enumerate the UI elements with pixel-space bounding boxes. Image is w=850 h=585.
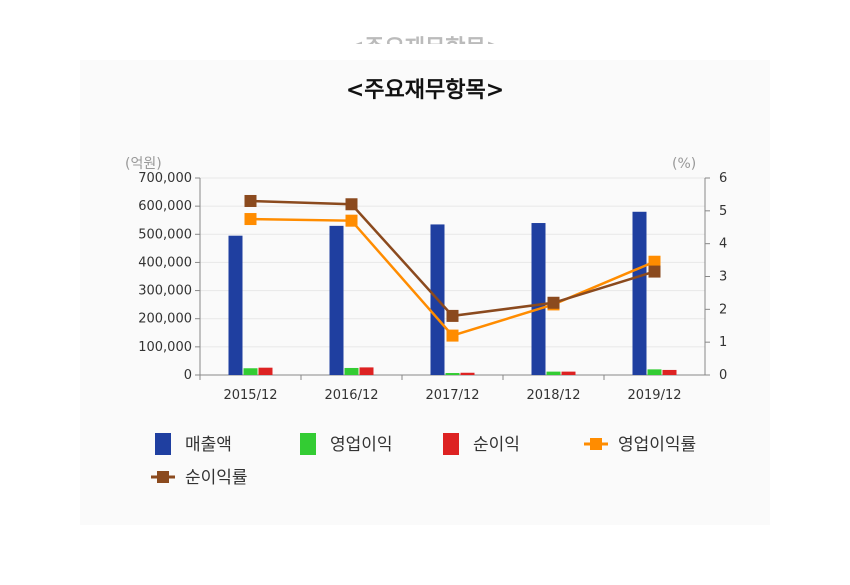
bar-순이익: [258, 367, 273, 375]
bar-매출액: [632, 211, 647, 375]
bar-매출액: [228, 235, 243, 375]
left-tick-label: 0: [184, 368, 192, 383]
ghost-title: <주요재무항목>: [0, 34, 850, 44]
right-tick-label: 3: [719, 270, 727, 285]
legend-item: 영업이익률: [584, 435, 696, 455]
right-tick-label: 4: [719, 237, 727, 252]
bar-영업이익: [647, 369, 662, 375]
bar-순이익: [561, 371, 576, 375]
left-tick-label: 600,000: [138, 199, 192, 214]
legend-label: 순이익률: [185, 468, 248, 488]
chart-panel: [80, 60, 770, 525]
bar-매출액: [329, 225, 344, 375]
legend-item: 영업이익: [300, 433, 393, 455]
point-영업이익률: [446, 329, 459, 342]
legend-item: 순이익: [443, 433, 520, 455]
left-tick-label: 100,000: [138, 340, 192, 355]
left-tick-label: 200,000: [138, 312, 192, 327]
bar-영업이익: [445, 373, 460, 375]
left-tick-label: 300,000: [138, 284, 192, 299]
left-tick-labels: 0 100,000 200,000 300,000 400,000 500,000 600,…: [138, 171, 200, 383]
line-순이익률: [250, 199, 655, 318]
bar-순이익: [359, 367, 374, 375]
right-tick-label: 5: [719, 204, 727, 219]
bar-매출액: [531, 223, 546, 375]
point-순이익률: [648, 265, 661, 278]
right-tick-label: 2: [719, 302, 727, 317]
legend-swatch-marker: [157, 471, 169, 483]
right-tick-labels: 0 1 2 3 4 5 6: [705, 171, 727, 383]
point-영업이익률: [345, 214, 358, 227]
x-tick-label: 2019/12: [627, 388, 681, 403]
legend-label: 순이익: [473, 435, 520, 455]
x-tick-label: 2015/12: [223, 388, 277, 403]
legend-swatch: [443, 433, 459, 455]
bar-순이익: [460, 372, 475, 375]
left-tick-label: 500,000: [138, 227, 192, 242]
point-순이익률: [547, 296, 560, 309]
legend-swatch: [155, 433, 171, 455]
bar-순이익: [662, 369, 677, 375]
right-unit-label: (%): [672, 156, 696, 172]
bar-영업이익: [546, 371, 561, 375]
left-tick-label: 700,000: [138, 171, 192, 186]
left-tick-label: 400,000: [138, 255, 192, 270]
legend-swatch: [300, 433, 316, 455]
legend-label: 영업이익: [330, 435, 393, 455]
bar-영업이익: [243, 368, 258, 375]
x-tick-label: 2016/12: [324, 388, 378, 403]
point-순이익률: [446, 309, 459, 322]
lines: [244, 194, 661, 342]
right-tick-label: 1: [719, 335, 727, 350]
bars: [228, 211, 677, 375]
gridlines: [200, 177, 705, 348]
left-unit-label: (억원): [125, 156, 162, 172]
x-tick-label: 2018/12: [526, 388, 580, 403]
right-tick-label: 0: [719, 368, 727, 383]
point-영업이익률: [244, 213, 257, 226]
x-tick-label: 2017/12: [425, 388, 479, 403]
legend-item: 매출액: [155, 433, 232, 455]
chart-title: <주요재무항목>: [345, 78, 505, 103]
x-tick-labels: 2015/12 2016/12 2017/12 2018/12 2019/12: [199, 375, 682, 403]
bar-영업이익: [344, 367, 359, 375]
legend-item: 순이익률: [151, 468, 248, 488]
legend-swatch-marker: [590, 438, 602, 450]
right-tick-label: 6: [719, 171, 727, 186]
legend-label: 매출액: [185, 435, 232, 455]
legend-label: 영업이익률: [618, 435, 696, 455]
point-순이익률: [244, 194, 257, 207]
point-영업이익률: [648, 255, 661, 268]
point-순이익률: [345, 198, 358, 211]
